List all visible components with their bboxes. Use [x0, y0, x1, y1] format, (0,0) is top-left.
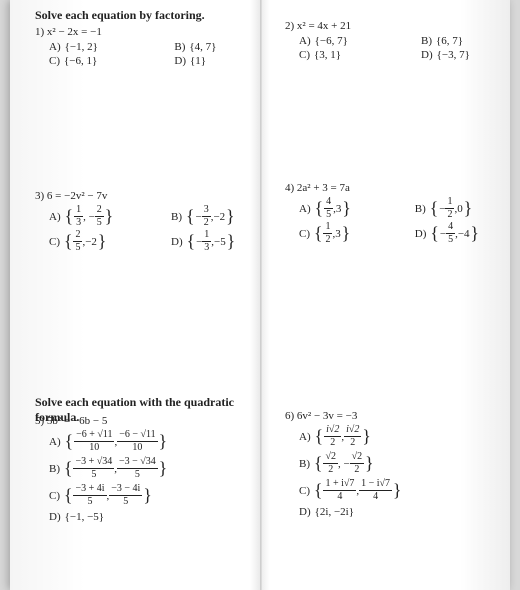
q2-options: A) {−6, 7} B) {6, 7} C) {3, 1} D) {−3, 7…: [299, 35, 520, 61]
q6: 6) 6v² − 3v = −3: [285, 410, 520, 422]
q6-a: A) i√22, i√22: [299, 425, 520, 448]
q6-b: B) √22, −√22: [299, 452, 520, 475]
q1-a: A) {−1, 2}: [49, 41, 156, 53]
problem-2: 2) x² = 4x + 21 A) {−6, 7} B) {6, 7} C) …: [285, 20, 520, 61]
q5-c: C) −3 + 4i5, −3 − 4i5: [49, 484, 275, 507]
q1: 1) x² − 2x = −1: [35, 26, 275, 38]
q5-b: B) −3 + √345, −3 − √345: [49, 457, 275, 480]
q3: 3) 6 = −2v² − 7v: [35, 190, 275, 202]
q3-d: D) −13, −5: [171, 230, 275, 253]
q1-options: A) {−1, 2} B) {4, 7} C) {−6, 1} D) {1}: [49, 41, 275, 67]
q2: 2) x² = 4x + 21: [285, 20, 520, 32]
q2-a: A) {−6, 7}: [299, 35, 403, 47]
q5-a: A) −6 + √1110, −6 − √1110: [49, 430, 275, 453]
q2-b: B) {6, 7}: [421, 35, 520, 47]
q1-d: D) {1}: [174, 55, 275, 67]
problem-1: 1) x² − 2x = −1 A) {−1, 2} B) {4, 7} C) …: [35, 26, 275, 67]
q2-c: C) {3, 1}: [299, 49, 403, 61]
q6-c: C) 1 + i√74, 1 − i√74: [299, 479, 520, 502]
problem-5: 5) 5b² = −6b − 5 A) −6 + √1110, −6 − √11…: [35, 415, 275, 527]
section1: Solve each equation by factoring.: [35, 8, 275, 27]
worksheet-page: Solve each equation by factoring. 1) x² …: [10, 0, 510, 590]
q4-b: B) −12, 0: [415, 197, 520, 220]
q4: 4) 2a² + 3 = 7a: [285, 182, 520, 194]
q3-c: C) 25, −2: [49, 230, 153, 253]
q6-options: A) i√22, i√22 B) √22, −√22 C) 1 + i√74, …: [299, 425, 520, 518]
q1-b: B) {4, 7}: [174, 41, 275, 53]
q3-options: A) 13, −25 B) −32, −2 C) 25, −2 D) −13, …: [49, 205, 275, 253]
problem-6: 6) 6v² − 3v = −3 A) i√22, i√22 B) √22, −…: [285, 410, 520, 522]
q4-d: D) −45, −4: [415, 222, 520, 245]
q4-c: C) 12, 3: [299, 222, 397, 245]
q5-options: A) −6 + √1110, −6 − √1110 B) −3 + √345, …: [49, 430, 275, 523]
q2-d: D) {−3, 7}: [421, 49, 520, 61]
q4-options: A) 45, 3 B) −12, 0 C) 12, 3 D) −45, −4: [299, 197, 520, 245]
problem-4: 4) 2a² + 3 = 7a A) 45, 3 B) −12, 0 C) 12…: [285, 182, 520, 245]
q6-d: D) {2i, −2i}: [299, 506, 520, 518]
q4-a: A) 45, 3: [299, 197, 397, 220]
q5-d: D) {−1, −5}: [49, 511, 275, 523]
q3-a: A) 13, −25: [49, 205, 153, 228]
q3-b: B) −32, −2: [171, 205, 275, 228]
q1-c: C) {−6, 1}: [49, 55, 156, 67]
q5: 5) 5b² = −6b − 5: [35, 415, 275, 427]
problem-3: 3) 6 = −2v² − 7v A) 13, −25 B) −32, −2 C…: [35, 190, 275, 253]
section1-title: Solve each equation by factoring.: [35, 8, 275, 23]
